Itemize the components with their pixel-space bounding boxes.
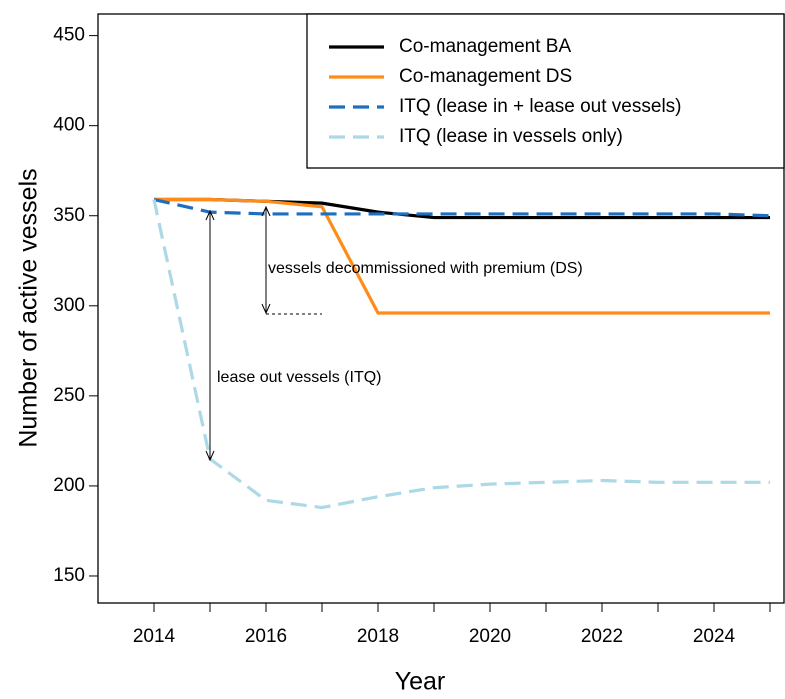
y-tick-label: 400 bbox=[53, 115, 85, 136]
y-tick-label: 200 bbox=[53, 475, 85, 496]
legend-label: ITQ (lease in + lease out vessels) bbox=[399, 96, 682, 117]
ds-arrow-head bbox=[261, 205, 271, 217]
legend-label: ITQ (lease in vessels only) bbox=[399, 126, 623, 147]
x-tick-label: 2024 bbox=[693, 626, 736, 647]
y-tick-label: 450 bbox=[53, 25, 85, 46]
y-tick-label: 350 bbox=[53, 205, 85, 226]
legend-box bbox=[306, 13, 785, 169]
x-tick-label: 2018 bbox=[357, 626, 399, 647]
itq-arrow-head bbox=[205, 209, 215, 221]
legend-label: Co-management BA bbox=[399, 36, 571, 57]
x-tick-label: 2016 bbox=[245, 626, 287, 647]
series-line bbox=[154, 197, 770, 315]
series-line bbox=[152, 199, 770, 510]
y-tick-label: 150 bbox=[53, 565, 85, 586]
x-tick-label: 2022 bbox=[581, 626, 623, 647]
y-tick-label: 300 bbox=[53, 295, 85, 316]
annotation: vessels decommissioned with premium (DS) bbox=[268, 260, 583, 277]
x-tick-label: 2020 bbox=[469, 626, 511, 647]
ds-arrow-head bbox=[261, 303, 271, 315]
y-tick-label: 250 bbox=[53, 385, 85, 406]
itq-arrow-head bbox=[205, 450, 215, 462]
x-tick-label: 2014 bbox=[133, 626, 176, 647]
series-line bbox=[153, 197, 771, 218]
y-axis-title: Number of active vessels bbox=[15, 168, 43, 447]
annotation: lease out vessels (ITQ) bbox=[217, 369, 382, 386]
legend-label: Co-management DS bbox=[399, 66, 572, 87]
x-axis-title: Year bbox=[395, 668, 446, 696]
